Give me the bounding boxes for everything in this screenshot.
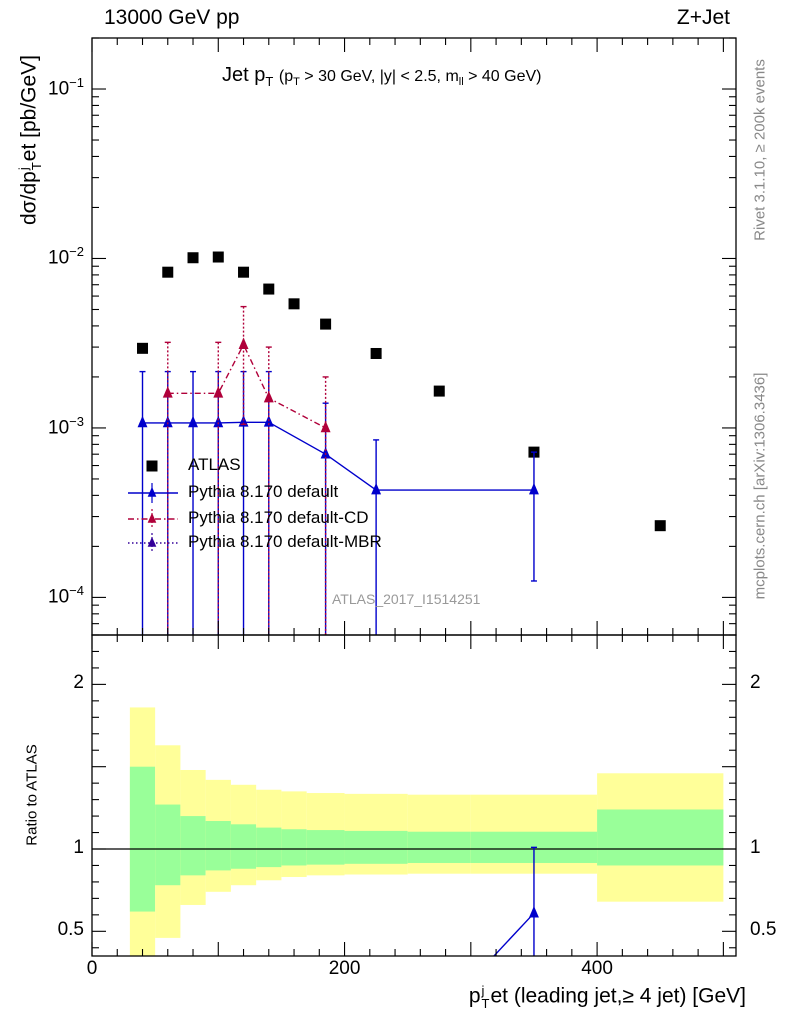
series-line (167, 343, 326, 429)
ratio-ytick-label-left: 2 (73, 672, 84, 694)
ratio-series (492, 846, 539, 956)
data-point-pythia (371, 482, 382, 495)
legend-entry-label: Pythia 8.170 default-MBR (188, 532, 382, 551)
data-point-pythia (213, 415, 224, 428)
ratio-inner-band-bin (407, 831, 471, 863)
data-point-atlas (288, 298, 300, 310)
data-point-atlas (654, 520, 666, 532)
cuts-close: > 40 GeV) (463, 68, 542, 85)
ratio-inner-band-bin (230, 824, 257, 869)
ratio-point (529, 906, 539, 918)
xlabel-sup: j (481, 983, 485, 998)
data-point-pythia (137, 415, 148, 428)
main-ylabel-rest: et [pb/GeV] (17, 54, 41, 162)
cuts-sub2: ll (458, 76, 464, 89)
data-point-atlas (187, 252, 199, 264)
legend-entry-label: Pythia 8.170 default-CD (188, 508, 369, 527)
plot-title-main: Jet p (222, 64, 266, 86)
ratio-ytick-label-left: 1 (73, 837, 84, 858)
data-point-atlas (137, 342, 149, 354)
data-point-atlas (433, 385, 445, 397)
data-point-atlas (320, 318, 332, 330)
plot-title-cuts: (pT > 30 GeV, |y| < 2.5, mll > 40 GeV) (278, 68, 542, 89)
xtick-label: 200 (328, 958, 361, 979)
ratio-ytick-label-right: 0.5 (750, 919, 777, 941)
cuts-mid: > 30 GeV, |y| < 2.5, m (299, 68, 459, 85)
rivet-label: Rivet 3.1.10, ≥ 200k events (751, 59, 769, 241)
legend-marker-triangle (147, 486, 157, 497)
mcplots-label: mcplots.cern.ch [arXiv:1306.3436] (751, 372, 769, 600)
ratio-inner-band-bin (129, 766, 156, 912)
legend (128, 460, 178, 553)
ratio-ytick-label-right: 2 (750, 672, 761, 694)
ratio-uncertainty-bands (129, 707, 724, 956)
data-point-pythia (263, 390, 274, 403)
main-ylabel-sub: T (29, 162, 44, 171)
data-point-atlas (162, 266, 174, 278)
data-point-atlas (263, 283, 275, 295)
main-ytick-label: 10−1 (48, 75, 84, 100)
ratio-inner-band-bin (281, 829, 307, 866)
axis-ticks (91, 37, 736, 956)
ratio-inner-band-bin (344, 830, 408, 864)
ratio-inner-band-bin (155, 804, 181, 886)
ratio-frame (91, 634, 737, 957)
data-point-atlas (370, 347, 382, 359)
ratio-inner-band-bin (256, 827, 282, 868)
data-point-pythia (162, 415, 173, 428)
data-point-pythia (162, 386, 173, 398)
plot-title-main-sub: T (265, 74, 274, 89)
data-point-pythia (529, 482, 539, 495)
main-ytick-label: 10−3 (48, 413, 84, 439)
cuts-sub1: T (293, 76, 300, 89)
ratio-inner-band-bin (205, 821, 231, 871)
ratio-ylabel: Ratio to ATLAS (23, 744, 41, 846)
plot-frames (91, 37, 737, 957)
header-left: 13000 GeV pp (104, 6, 240, 29)
legend-entry-label: Pythia 8.170 default (188, 482, 339, 501)
data-point-pythia (238, 337, 249, 349)
header-right: Z+Jet (676, 6, 730, 29)
legend-marker-triangle (147, 536, 157, 547)
main-ytick-label: 10−4 (48, 583, 84, 608)
ratio-series-line (492, 912, 535, 956)
xlabel-sub: T (481, 996, 490, 1011)
data-point-pythia (188, 415, 198, 428)
ratio-inner-band-bin (306, 830, 345, 865)
ratio-inner-band-bin (597, 809, 724, 866)
legend-marker-atlas (146, 460, 158, 472)
data-point-pythia (320, 420, 331, 433)
xtick-label: 0 (86, 958, 98, 979)
plot-title: Jet pT (pT > 30 GeV, |y| < 2.5, mll > 40… (222, 64, 541, 89)
main-ytick-label: 10−2 (48, 244, 84, 269)
ratio-inner-band-bin (180, 816, 206, 876)
data-point-atlas (212, 251, 224, 263)
ratio-ytick-label-left: 0.5 (57, 919, 84, 941)
data-point-pythia (320, 446, 331, 459)
xlabel-main: p (468, 984, 481, 1008)
ratio-ytick-label-right: 1 (750, 837, 761, 858)
xtick-label: 400 (581, 958, 613, 979)
legend-marker-triangle (147, 512, 157, 523)
data-point-pythia (213, 386, 224, 398)
analysis-watermark: ATLAS_2017_I1514251 (332, 591, 481, 607)
main-ylabel-text: dσ/dp (17, 171, 41, 226)
cuts-open: (p (278, 68, 294, 85)
data-point-atlas (238, 266, 250, 278)
legend-entry-label: ATLAS (188, 455, 241, 474)
xlabel-rest: et (leading jet,≥ 4 jet) [GeV] (490, 984, 747, 1008)
main-series (137, 251, 666, 635)
